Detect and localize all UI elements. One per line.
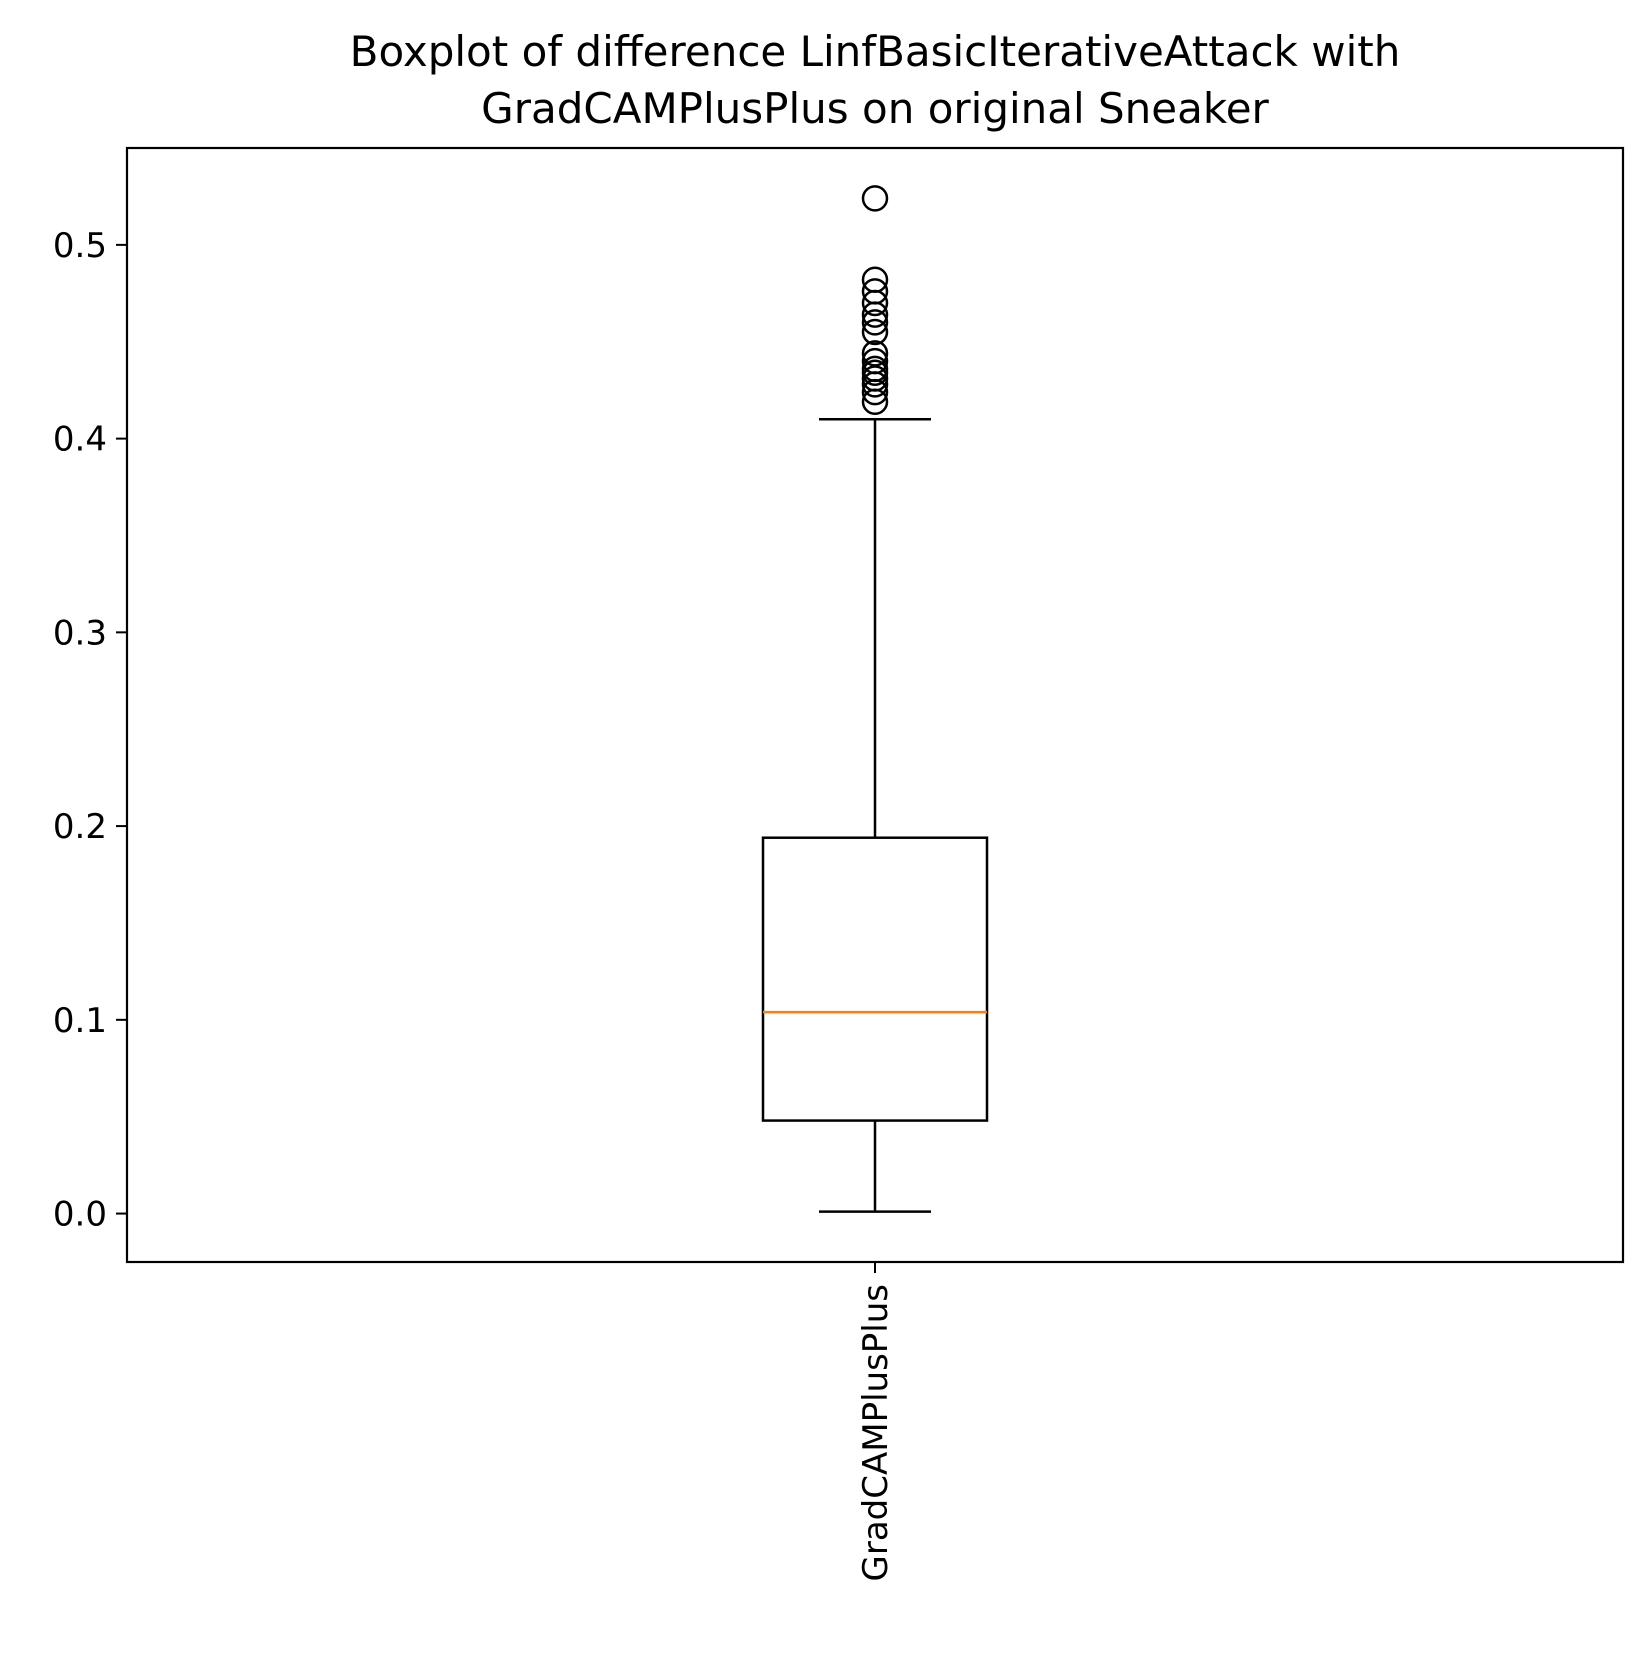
outlier-point <box>861 266 889 293</box>
outlier-point <box>861 355 889 383</box>
outlier-point <box>861 347 889 375</box>
x-axis: GradCAMPlusPlus <box>856 1262 896 1582</box>
outlier-point <box>861 278 889 305</box>
outlier-point <box>861 309 889 336</box>
outlier-point <box>861 318 889 346</box>
y-tick-label: 0.4 <box>53 420 107 460</box>
y-tick-label: 0.1 <box>53 1001 107 1041</box>
iqr-box <box>761 836 989 1122</box>
chart-title-line-1: Boxplot of difference LinfBasicIterative… <box>350 27 1401 76</box>
y-tick-label: 0.3 <box>53 613 107 653</box>
y-tick-label: 0.5 <box>53 226 107 266</box>
chart-title-line-2: GradCAMPlusPlus on original Sneaker <box>481 84 1269 133</box>
plot-marks <box>761 185 989 1213</box>
y-tick-label: 0.2 <box>53 807 107 847</box>
y-axis: 0.0 0.1 0.2 0.3 0.4 0.5 <box>53 226 127 1235</box>
outlier-point <box>861 185 889 212</box>
x-tick-label: GradCAMPlusPlus <box>856 1284 896 1582</box>
outlier-point <box>861 340 889 367</box>
y-tick-label: 0.0 <box>53 1195 107 1235</box>
